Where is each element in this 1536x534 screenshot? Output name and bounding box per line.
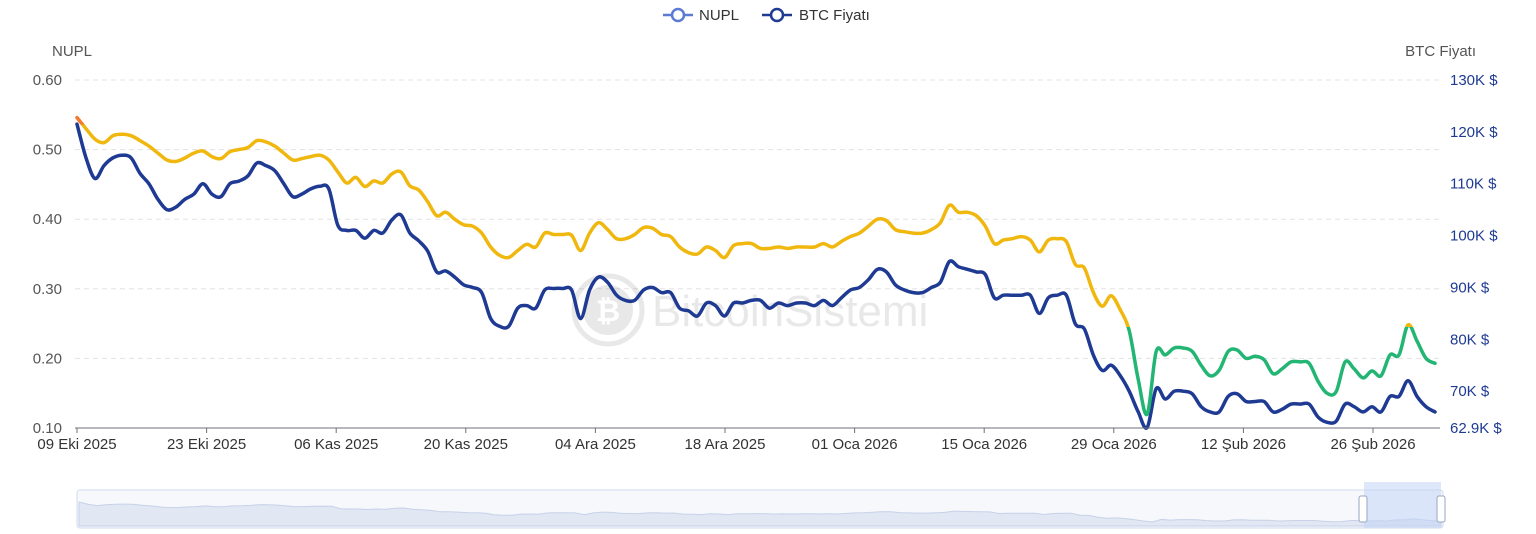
grid <box>75 79 1440 359</box>
right-tick-label: 100K $ <box>1450 228 1498 245</box>
svg-text:₿: ₿ <box>596 295 620 328</box>
left-tick-label: 0.30 <box>33 281 62 298</box>
x-tick-label: 06 Kas 2025 <box>294 436 378 453</box>
right-tick-label: 80K $ <box>1450 331 1490 348</box>
x-axis-ticks: 09 Eki 2025 23 Eki 2025 06 Kas 2025 20 Kas … <box>37 428 1416 453</box>
left-tick-label: 0.50 <box>33 142 62 159</box>
x-tick-label: 20 Kas 2025 <box>424 436 508 453</box>
left-axis-ticks: 0.10 0.20 0.30 0.40 0.50 0.60 <box>33 72 62 437</box>
zoom-selection[interactable] <box>1364 482 1441 528</box>
nupl-line <box>75 115 1437 417</box>
legend[interactable]: NUPL BTC Fiyatı <box>663 7 870 24</box>
legend-label-btc: BTC Fiyatı <box>799 7 870 24</box>
right-axis-ticks: 62.9K $ 70K $ 80K $ 90K $ 100K $ 110K $ 120K $… <box>1450 72 1502 437</box>
x-tick-label: 12 Şub 2026 <box>1201 436 1286 453</box>
left-tick-label: 0.40 <box>33 211 62 228</box>
right-tick-label: 120K $ <box>1450 124 1498 141</box>
right-tick-label: 90K $ <box>1450 279 1490 296</box>
right-tick-label: 110K $ <box>1450 176 1497 193</box>
left-tick-label: 0.10 <box>33 420 62 437</box>
data-zoom-slider[interactable] <box>76 482 1446 529</box>
x-tick-label: 23 Eki 2025 <box>167 436 246 453</box>
legend-item-btc[interactable]: BTC Fiyatı <box>762 7 870 24</box>
x-tick-label: 15 Oca 2026 <box>941 436 1027 453</box>
right-tick-label: 130K $ <box>1450 72 1498 89</box>
zoom-preview-area <box>78 501 1442 527</box>
x-tick-label: 04 Ara 2025 <box>555 436 636 453</box>
x-tick-label: 26 Şub 2026 <box>1330 436 1415 453</box>
zoom-handle-right[interactable] <box>1436 495 1446 523</box>
x-tick-label: 09 Eki 2025 <box>37 436 116 453</box>
left-tick-label: 0.60 <box>33 72 62 89</box>
right-tick-label: 62.9K $ <box>1450 420 1502 437</box>
legend-label-nupl: NUPL <box>699 7 739 24</box>
zoom-handle-left[interactable] <box>1358 495 1368 523</box>
x-tick-label: 18 Ara 2025 <box>685 436 766 453</box>
x-tick-label: 29 Oca 2026 <box>1071 436 1157 453</box>
legend-marker-nupl <box>670 7 686 23</box>
left-axis-title: NUPL <box>52 43 92 60</box>
left-tick-label: 0.20 <box>33 350 62 367</box>
legend-item-nupl[interactable]: NUPL <box>663 7 739 24</box>
x-tick-label: 01 Oca 2026 <box>812 436 898 453</box>
bitcoinsistemi-watermark: ₿ BitcoinSistemi <box>571 273 928 347</box>
svg-text:BitcoinSistemi: BitcoinSistemi <box>652 287 928 336</box>
right-axis-title: BTC Fiyatı <box>1405 43 1476 60</box>
right-tick-label: 70K $ <box>1450 383 1490 400</box>
legend-marker-btc <box>769 7 785 23</box>
btc-price-line <box>75 122 1437 430</box>
